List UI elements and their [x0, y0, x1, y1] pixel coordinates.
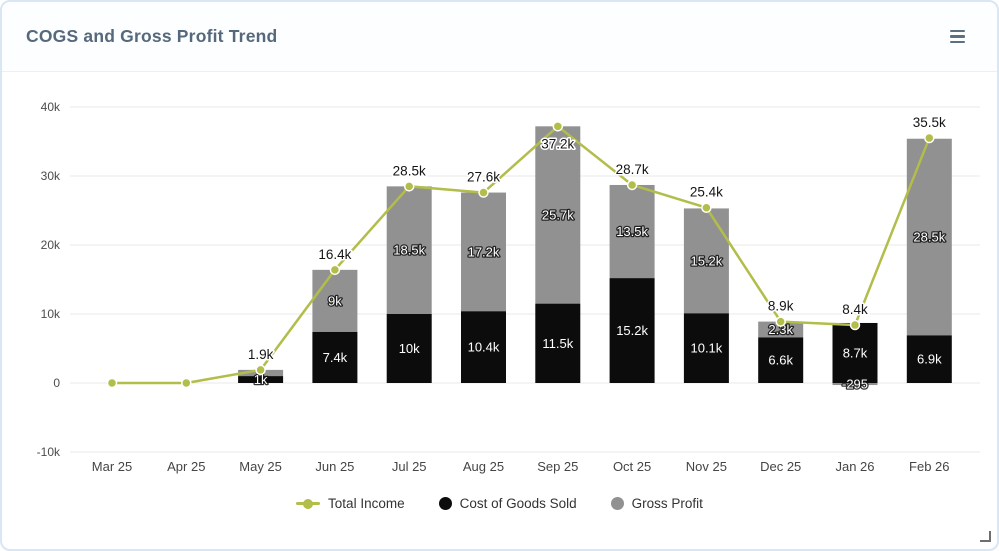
- gross-profit-value-label: 15.2k: [690, 253, 722, 268]
- bar-segment-gross-profit[interactable]: [683, 208, 729, 314]
- x-axis-tick-label: Apr 25: [167, 459, 205, 474]
- total-income-point[interactable]: [329, 264, 341, 276]
- total-income-point[interactable]: [924, 132, 935, 144]
- cogs-value-label: 7.4k: [323, 350, 348, 365]
- x-axis-tick-label: Nov 25: [686, 459, 727, 474]
- cogs-value-label: 15.2k: [616, 323, 648, 338]
- x-axis-tick-label: Aug 25: [463, 459, 504, 474]
- chart-legend: Total Income Cost of Goods Sold Gross Pr…: [2, 496, 997, 511]
- legend-label-cogs: Cost of Goods Sold: [459, 496, 577, 511]
- y-axis-tick-label: 0: [53, 376, 60, 390]
- x-axis-tick-label: Oct 25: [613, 459, 651, 474]
- legend-item-total-income[interactable]: Total Income: [296, 496, 405, 511]
- y-axis-tick-label: 20k: [41, 238, 61, 252]
- total-income-point[interactable]: [478, 187, 489, 198]
- y-axis-tick-label: -10k: [37, 445, 61, 459]
- legend-item-gross-profit[interactable]: Gross Profit: [610, 496, 703, 511]
- gross-profit-circle-marker-icon: [610, 497, 624, 510]
- total-income-value-label: 37.2k: [541, 136, 574, 151]
- bar-segment-gross-profit[interactable]: [758, 321, 804, 338]
- total-income-value-label: 8.9k: [768, 299, 794, 314]
- gross-profit-value-label: 9k: [328, 293, 342, 308]
- bar-segment-gross-profit[interactable]: [461, 192, 506, 312]
- total-income-value-label: 16.4k: [318, 247, 351, 262]
- x-axis-tick-label: Jul 25: [392, 459, 427, 474]
- bar-segment-gross-profit[interactable]: [832, 383, 878, 386]
- bar-segment-cogs[interactable]: [238, 376, 284, 383]
- legend-item-cost-of-goods-sold[interactable]: Cost of Goods Sold: [438, 496, 577, 511]
- total-income-point[interactable]: [403, 181, 415, 192]
- x-axis-tick-label: Sep 25: [537, 459, 578, 474]
- gross-profit-value-label: 17.2k: [468, 244, 500, 259]
- total-income-value-label: 25.4k: [690, 185, 723, 200]
- total-income-point[interactable]: [701, 202, 712, 213]
- cogs-value-label: 1k: [254, 372, 268, 387]
- legend-label-total-income: Total Income: [328, 496, 405, 511]
- total-income-value-label: 28.5k: [393, 163, 426, 178]
- y-axis-tick-label: 40k: [41, 100, 61, 114]
- x-axis-tick-label: Jan 26: [835, 459, 874, 474]
- cogs-circle-marker-icon: [438, 497, 452, 510]
- cogs-value-label: 8.7k: [843, 345, 868, 360]
- bar-segment-gross-profit[interactable]: [386, 186, 432, 314]
- x-axis-tick-label: Dec 25: [760, 459, 801, 474]
- bar-segment-gross-profit[interactable]: [535, 126, 581, 304]
- total-income-value-label: 28.7k: [616, 162, 649, 177]
- total-income-point[interactable]: [775, 316, 786, 327]
- total-income-value-label: 35.5k: [913, 115, 946, 130]
- legend-label-gross-profit: Gross Profit: [631, 496, 703, 511]
- gross-profit-value-label: 2.3k: [768, 322, 793, 337]
- bar-segment-cogs[interactable]: [609, 278, 655, 383]
- cogs-value-label: 11.5k: [542, 336, 573, 351]
- bar-segment-cogs[interactable]: [535, 303, 581, 383]
- total-income-point[interactable]: [255, 364, 266, 376]
- bar-segment-cogs[interactable]: [683, 313, 729, 383]
- gross-profit-value-label: 25.7k: [542, 207, 574, 222]
- total-income-line: [112, 124, 931, 385]
- gross-profit-value-label: 28.5k: [913, 230, 945, 245]
- total-income-value-label: 8.4k: [842, 302, 868, 317]
- cogs-value-label: 6.6k: [768, 353, 793, 368]
- resize-corner-icon[interactable]: [980, 531, 991, 542]
- hamburger-menu-icon[interactable]: [946, 26, 969, 48]
- y-axis-tick-label: 10k: [41, 307, 61, 321]
- bar-segment-gross-profit[interactable]: [312, 269, 358, 332]
- x-axis-tick-label: Mar 25: [92, 459, 132, 474]
- x-axis-tick-label: Feb 26: [909, 459, 949, 474]
- bar-segment-gross-profit[interactable]: [906, 138, 952, 336]
- bar-segment-cogs[interactable]: [386, 314, 432, 383]
- gross-profit-value-label: -295: [842, 377, 868, 392]
- y-axis-tick-label: 30k: [41, 169, 61, 183]
- total-income-value-label: 1.9k: [248, 347, 274, 362]
- cogs-value-label: 10.1k: [690, 341, 722, 356]
- total-income-point[interactable]: [626, 179, 638, 191]
- widget-title: COGS and Gross Profit Trend: [26, 26, 278, 46]
- total-income-point[interactable]: [552, 121, 564, 132]
- total-income-line-marker-icon: [296, 498, 321, 509]
- bar-segment-cogs[interactable]: [758, 337, 804, 383]
- cogs-value-label: 10.4k: [468, 340, 500, 355]
- bar-segment-cogs[interactable]: [312, 331, 358, 383]
- chart-area: 40k 30k 20k 10k 0 -10k Mar 25 Apr 25 May 25 Jun 2…: [2, 74, 997, 484]
- total-income-point[interactable]: [106, 377, 118, 389]
- cogs-value-label: 6.9k: [917, 352, 942, 367]
- total-income-point[interactable]: [181, 377, 192, 389]
- widget-header: COGS and Gross Profit Trend: [2, 2, 997, 72]
- total-income-value-label: 27.6k: [467, 170, 500, 185]
- bar-segment-cogs[interactable]: [832, 322, 878, 383]
- gross-profit-value-label: 18.5k: [393, 243, 425, 258]
- x-axis-tick-label: May 25: [239, 459, 282, 474]
- bar-segment-cogs[interactable]: [461, 311, 506, 383]
- bar-segment-gross-profit[interactable]: [609, 184, 655, 279]
- chart-canvas: 40k 30k 20k 10k 0 -10k Mar 25 Apr 25 May 25 Jun 2…: [37, 100, 980, 474]
- cogs-value-label: 10k: [399, 341, 420, 356]
- total-income-point[interactable]: [849, 319, 861, 331]
- bar-segment-cogs[interactable]: [906, 335, 952, 383]
- gross-profit-value-label: 13.5k: [616, 224, 648, 239]
- x-axis-tick-label: Jun 25: [315, 459, 354, 474]
